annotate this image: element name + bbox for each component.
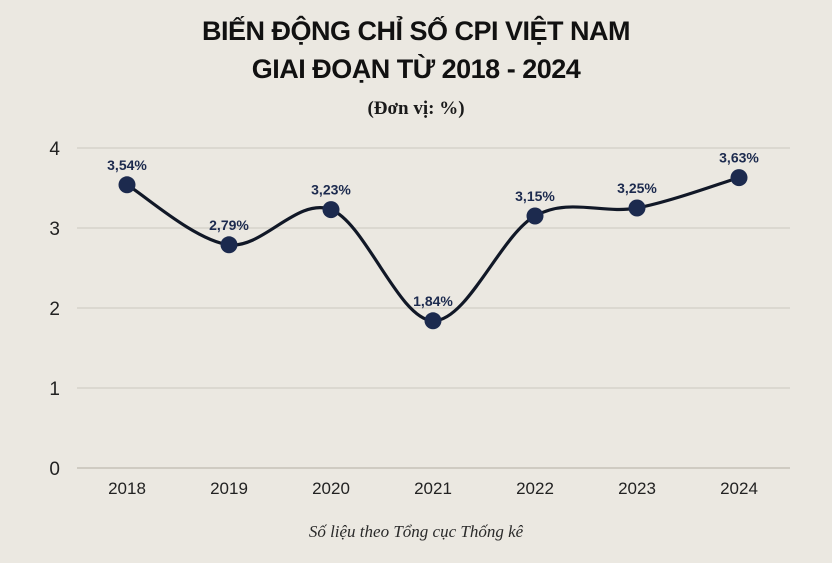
x-tick-label: 2024 (720, 479, 758, 498)
y-tick-label: 1 (49, 379, 60, 400)
data-point-2024 (730, 169, 748, 187)
chart-title-line-2: GIAI ĐOẠN TỪ 2018 - 2024 (251, 54, 581, 84)
x-tick-label: 2021 (414, 479, 452, 498)
source-note: Số liệu theo Tổng cục Thống kê (308, 522, 524, 541)
data-point-2021 (424, 312, 442, 330)
x-axis-ticks: 2018 2019 2020 2021 2022 2023 2024 (108, 479, 758, 498)
x-tick-label: 2023 (618, 479, 656, 498)
data-label-2024: 3,63% (719, 150, 759, 166)
y-tick-label: 2 (49, 299, 60, 320)
data-point-2018 (118, 176, 136, 194)
data-point-2020 (322, 201, 340, 219)
y-tick-label: 0 (49, 459, 60, 480)
x-tick-label: 2020 (312, 479, 350, 498)
data-labels: 3,54% 2,79% 3,23% 1,84% 3,15% 3,25% 3,63% (107, 150, 759, 309)
data-point-2022 (526, 207, 544, 225)
data-point-2023 (628, 199, 646, 217)
y-tick-label: 4 (49, 139, 60, 160)
x-tick-label: 2022 (516, 479, 554, 498)
data-label-2022: 3,15% (515, 188, 555, 204)
y-tick-label: 3 (49, 219, 60, 240)
x-tick-label: 2019 (210, 479, 248, 498)
data-label-2020: 3,23% (311, 182, 351, 198)
y-axis-ticks: 0 1 2 3 4 (49, 139, 60, 480)
chart-title-line-1: BIẾN ĐỘNG CHỈ SỐ CPI VIỆT NAM (201, 16, 631, 46)
data-label-2019: 2,79% (209, 217, 249, 233)
data-points (118, 169, 748, 330)
chart-unit-subtitle: (Đơn vị: %) (367, 98, 465, 119)
data-point-2019 (220, 236, 238, 254)
gridlines (77, 147, 790, 469)
data-label-2021: 1,84% (413, 293, 453, 309)
data-label-2023: 3,25% (617, 180, 657, 196)
data-label-2018: 3,54% (107, 157, 147, 173)
x-tick-label: 2018 (108, 479, 146, 498)
